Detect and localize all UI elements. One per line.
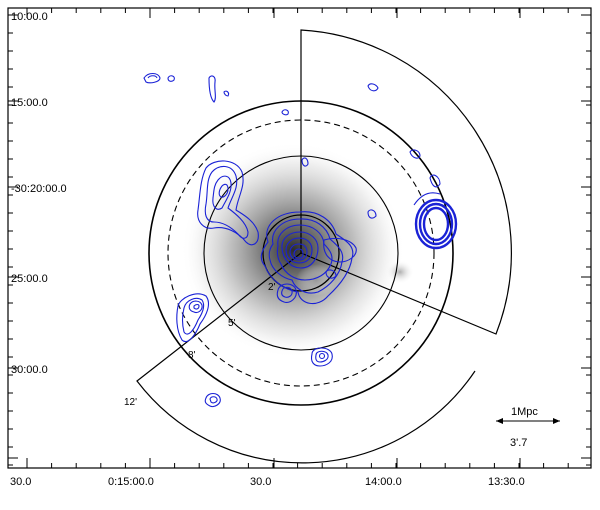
ring-label-12: 12': [124, 397, 137, 408]
y-tick-label: 30:00.0: [11, 364, 48, 376]
y-axis-labels: 10:00.0 15:00.0 -30:20:00.0 25:00.0 30:0…: [11, 11, 67, 376]
y-tick-label: 10:00.0: [11, 11, 48, 23]
y-tick-label: -30:20:00.0: [11, 183, 67, 195]
scale-bar-label: 1Mpc: [511, 406, 538, 418]
y-tick-label: 15:00.0: [11, 97, 48, 109]
ring-labels: 2' 5' 8' 12': [124, 282, 276, 408]
scale-bar-arcmin: 3'.7: [510, 437, 527, 449]
scale-bar: 1Mpc 3'.7: [496, 406, 560, 449]
x-tick-label: 13:30.0: [488, 476, 525, 488]
x-tick-label: 14:00.0: [365, 476, 402, 488]
y-tick-label: 25:00.0: [11, 273, 48, 285]
x-tick-label: 30.0: [10, 476, 31, 488]
x-tick-label: 0:15:00.0: [108, 476, 154, 488]
radio-contours: [143, 72, 458, 408]
ring-label-2: 2': [268, 282, 276, 293]
sector-sw: [136, 252, 476, 464]
ring-dashed: [167, 119, 435, 387]
sector-wedge: [300, 29, 512, 335]
x-axis-labels: 30.0 0:15:00.0 30.0 14:00.0 13:30.0: [10, 476, 525, 488]
ring-label-8: 8': [188, 350, 196, 361]
x-tick-label: 30.0: [250, 476, 271, 488]
xray-emission: [181, 142, 414, 358]
ring-label-5: 5': [228, 318, 236, 329]
plot-frame: [7, 7, 592, 469]
